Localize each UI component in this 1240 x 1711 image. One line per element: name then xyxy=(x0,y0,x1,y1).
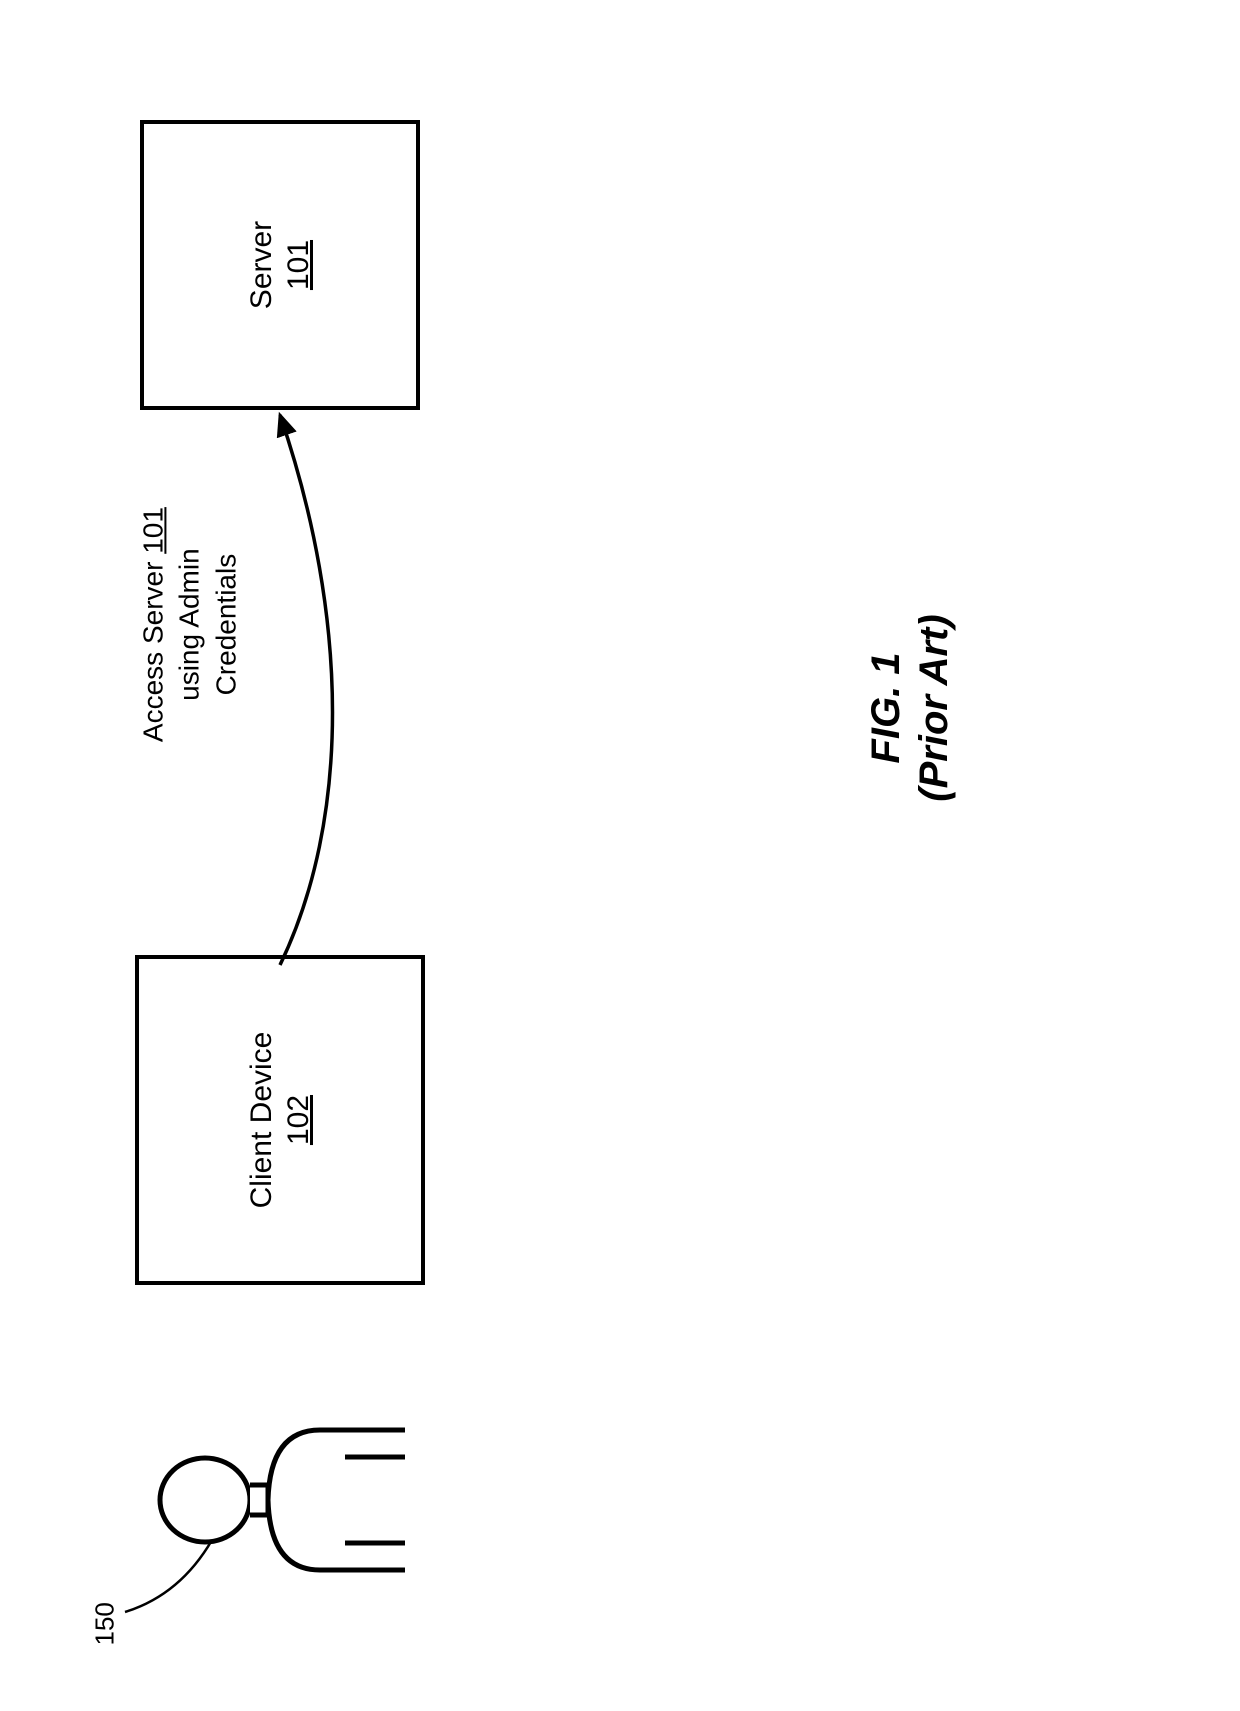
figure-title: FIG. 1 xyxy=(864,652,908,763)
user-ref-leader xyxy=(0,0,1240,1711)
figure-caption: FIG. 1 (Prior Art) xyxy=(862,578,958,838)
figure-subtitle: (Prior Art) xyxy=(912,614,956,801)
diagram-canvas: Client Device 102 Server 101 Access Serv… xyxy=(0,0,1240,1711)
